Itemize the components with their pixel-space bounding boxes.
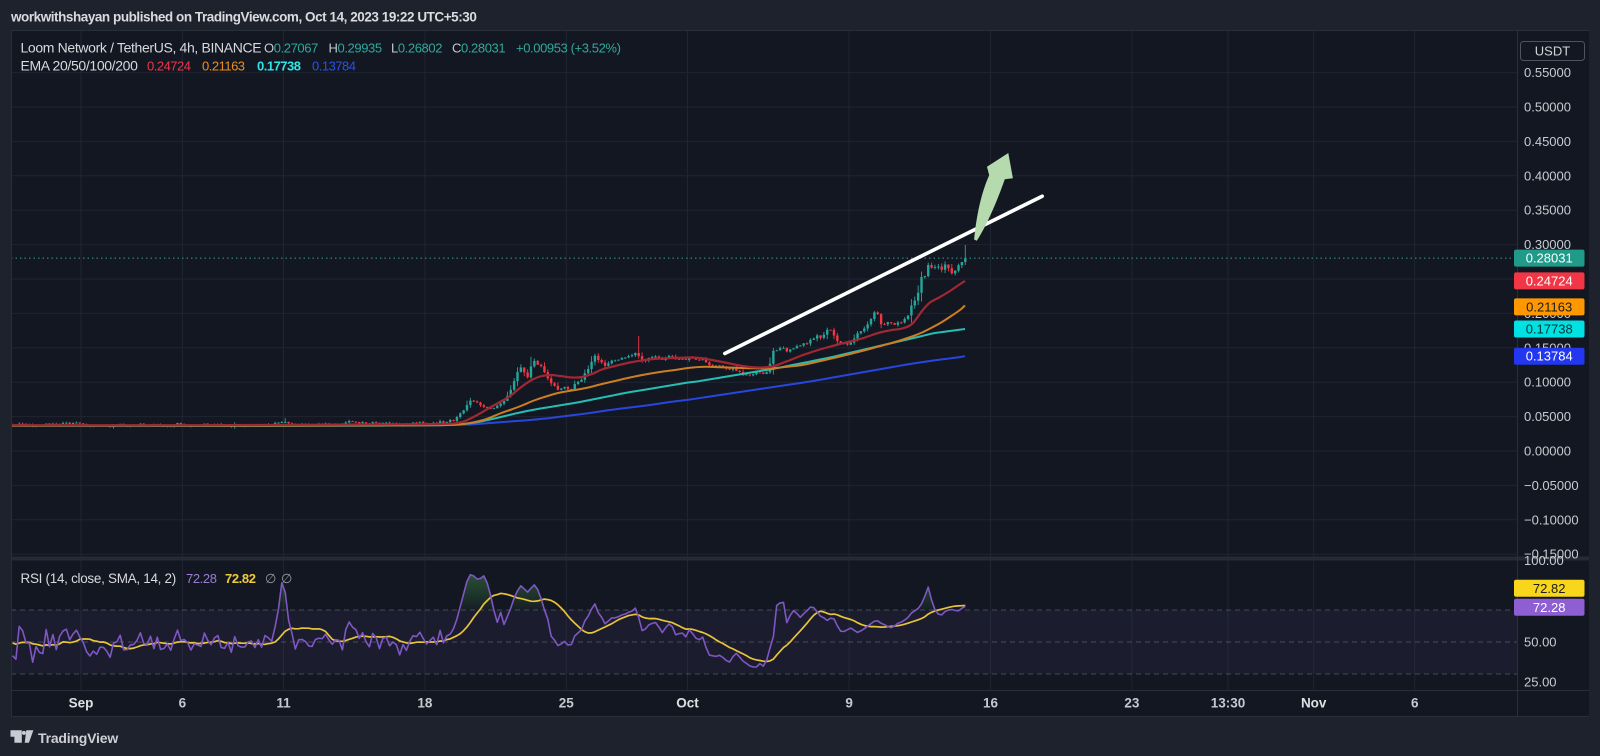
svg-text:O0.27067: O0.27067 xyxy=(264,41,318,56)
svg-text:−0.05000: −0.05000 xyxy=(1524,478,1579,493)
svg-text:L0.26802: L0.26802 xyxy=(391,41,442,56)
svg-text:0.10000: 0.10000 xyxy=(1524,375,1571,390)
svg-text:72.28: 72.28 xyxy=(186,571,217,586)
svg-text:16: 16 xyxy=(983,696,999,711)
svg-text:6: 6 xyxy=(179,696,187,711)
svg-text:0.45000: 0.45000 xyxy=(1524,134,1571,149)
svg-text:0.05000: 0.05000 xyxy=(1524,409,1571,424)
svg-text:EMA 20/50/100/200: EMA 20/50/100/200 xyxy=(21,58,139,74)
svg-text:0.24724: 0.24724 xyxy=(147,59,191,74)
svg-text:Oct: Oct xyxy=(676,696,699,711)
svg-text:11: 11 xyxy=(276,696,291,711)
svg-text:C0.28031: C0.28031 xyxy=(452,41,505,56)
svg-text:25: 25 xyxy=(559,696,575,711)
svg-text:0.30000: 0.30000 xyxy=(1524,237,1571,252)
svg-text:0.28031: 0.28031 xyxy=(1526,251,1573,266)
svg-text:RSI (14, close, SMA, 14, 2): RSI (14, close, SMA, 14, 2) xyxy=(21,571,176,586)
svg-text:0.40000: 0.40000 xyxy=(1524,168,1571,183)
svg-text:25.00: 25.00 xyxy=(1524,675,1557,690)
svg-text:USDT: USDT xyxy=(1535,44,1570,59)
svg-text:TradingView: TradingView xyxy=(38,730,118,746)
svg-text:0.55000: 0.55000 xyxy=(1524,65,1571,80)
svg-text:0.13784: 0.13784 xyxy=(312,59,356,74)
svg-text:∅: ∅ xyxy=(265,571,276,586)
svg-text:0.17738: 0.17738 xyxy=(257,59,301,74)
svg-text:50.00: 50.00 xyxy=(1524,635,1557,650)
svg-text:72.82: 72.82 xyxy=(1533,581,1566,596)
svg-text:Sep: Sep xyxy=(69,696,94,711)
svg-text:workwithshayan published on Tr: workwithshayan published on TradingView.… xyxy=(10,10,476,25)
svg-text:72.82: 72.82 xyxy=(225,571,256,586)
svg-text:9: 9 xyxy=(845,696,853,711)
svg-text:0.17738: 0.17738 xyxy=(1526,322,1573,337)
svg-text:72.28: 72.28 xyxy=(1533,600,1566,615)
svg-text:6: 6 xyxy=(1411,696,1419,711)
svg-text:−0.10000: −0.10000 xyxy=(1524,512,1579,527)
svg-text:Loom Network / TetherUS, 4h, B: Loom Network / TetherUS, 4h, BINANCE xyxy=(21,40,262,56)
svg-text:0.24724: 0.24724 xyxy=(1526,273,1573,288)
svg-text:23: 23 xyxy=(1124,696,1140,711)
svg-text:0.50000: 0.50000 xyxy=(1524,100,1571,115)
svg-text:100.00: 100.00 xyxy=(1524,553,1564,568)
svg-text:0.21163: 0.21163 xyxy=(202,59,245,74)
svg-text:0.21163: 0.21163 xyxy=(1526,299,1572,314)
svg-text:+0.00953 (+3.52%): +0.00953 (+3.52%) xyxy=(516,41,621,56)
svg-text:18: 18 xyxy=(417,696,433,711)
svg-text:0.35000: 0.35000 xyxy=(1524,203,1571,218)
svg-text:13:30: 13:30 xyxy=(1211,696,1246,711)
svg-text:∅: ∅ xyxy=(281,571,292,586)
svg-text:0.00000: 0.00000 xyxy=(1524,444,1571,459)
svg-text:H0.29935: H0.29935 xyxy=(329,41,382,56)
svg-text:0.13784: 0.13784 xyxy=(1526,349,1573,364)
svg-text:−0.15000: −0.15000 xyxy=(1524,547,1579,562)
svg-text:Nov: Nov xyxy=(1301,696,1327,711)
